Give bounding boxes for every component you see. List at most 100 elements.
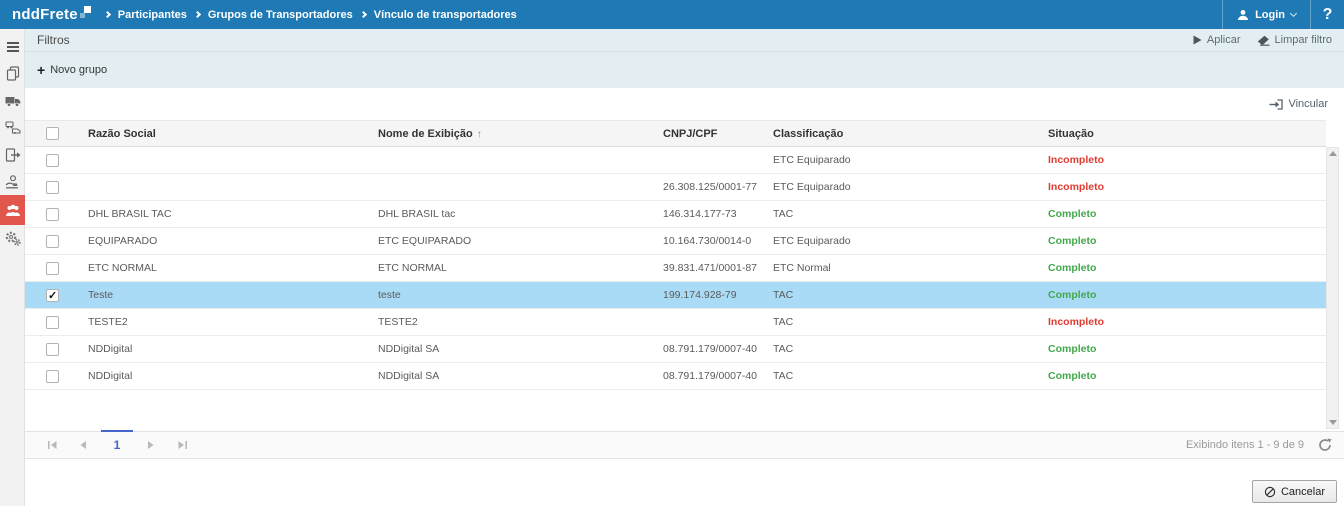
cell-nome-exibicao: TESTE2: [370, 308, 655, 336]
breadcrumb-grupos-transportadores[interactable]: Grupos de Transportadores: [207, 8, 353, 21]
user-icon: [1238, 9, 1249, 20]
cell-cnpj-cpf: 146.314.177-73: [655, 200, 765, 228]
plus-icon: +: [37, 62, 46, 78]
login-menu[interactable]: Login: [1222, 0, 1310, 29]
cell-classificacao: TAC: [765, 362, 1040, 390]
scroll-down-icon[interactable]: [1328, 420, 1337, 425]
table-toolbar: Vincular: [25, 88, 1344, 120]
menu-icon[interactable]: [0, 33, 25, 60]
refresh-icon[interactable]: [1318, 438, 1332, 452]
login-label: Login: [1255, 8, 1285, 21]
column-razao-social[interactable]: Razão Social: [80, 120, 370, 147]
brand-name: nddFrete: [12, 5, 78, 23]
select-all-checkbox[interactable]: [46, 127, 59, 140]
document-export-icon[interactable]: [0, 141, 25, 168]
cell-nome-exibicao: ETC NORMAL: [370, 254, 655, 282]
truck-icon[interactable]: [0, 87, 25, 114]
cell-nome-exibicao: NDDigital SA: [370, 362, 655, 390]
help-label: ?: [1322, 5, 1333, 23]
cell-situacao: Completo: [1040, 227, 1326, 255]
column-classificacao[interactable]: Classificação: [765, 120, 1040, 147]
filters-title: Filtros: [37, 33, 70, 47]
cell-cnpj-cpf: 08.791.179/0007-40: [655, 335, 765, 363]
cell-razao-social: [80, 173, 370, 201]
last-page-button[interactable]: [175, 438, 189, 452]
cell-situacao: Completo: [1040, 335, 1326, 363]
cell-classificacao: TAC: [765, 308, 1040, 336]
cancel-button[interactable]: Cancelar: [1251, 480, 1337, 503]
cell-situacao: Incompleto: [1040, 308, 1326, 336]
settings-gears-icon[interactable]: [0, 225, 25, 252]
column-nome-exibicao[interactable]: Nome de Exibição ↑: [370, 120, 655, 147]
cancel-circle-icon: [1264, 486, 1276, 497]
hand-payment-icon[interactable]: [0, 168, 25, 195]
cell-cnpj-cpf: [655, 308, 765, 336]
breadcrumb-participantes[interactable]: Participantes: [117, 8, 187, 21]
row-checkbox[interactable]: [46, 261, 59, 275]
cell-nome-exibicao: NDDigital SA: [370, 335, 655, 363]
pager-controls: 1: [37, 438, 189, 452]
row-checkbox[interactable]: [46, 234, 59, 248]
cell-razao-social: NDDigital: [80, 335, 370, 363]
filters-body: + Novo grupo: [25, 52, 1344, 88]
eraser-icon: [1257, 35, 1270, 46]
cell-razao-social: EQUIPARADO: [80, 227, 370, 255]
cell-nome-exibicao: [370, 173, 655, 201]
cell-nome-exibicao: teste: [370, 281, 655, 309]
column-cnpj-cpf[interactable]: CNPJ/CPF: [655, 120, 765, 147]
row-checkbox[interactable]: [46, 153, 59, 167]
table-row[interactable]: 26.308.125/0001-77 ETC Equiparado Incomp…: [25, 173, 1326, 201]
cell-situacao: Completo: [1040, 281, 1326, 309]
cell-cnpj-cpf: 10.164.730/0014-0: [655, 227, 765, 255]
cell-situacao: Completo: [1040, 254, 1326, 282]
table-row[interactable]: EQUIPARADO ETC EQUIPARADO 10.164.730/001…: [25, 227, 1326, 255]
chevron-right-icon: [103, 10, 111, 19]
vehicles-icon[interactable]: [0, 114, 25, 141]
cell-cnpj-cpf: [655, 146, 765, 174]
row-checkbox[interactable]: [46, 207, 59, 221]
brand-logo[interactable]: nddFrete: [0, 2, 97, 28]
cell-classificacao: TAC: [765, 281, 1040, 309]
cell-classificacao: ETC Normal: [765, 254, 1040, 282]
vincular-button[interactable]: Vincular: [1269, 98, 1328, 110]
cell-situacao: Completo: [1040, 200, 1326, 228]
cell-nome-exibicao: ETC EQUIPARADO: [370, 227, 655, 255]
clear-filter-button[interactable]: Limpar filtro: [1257, 34, 1332, 46]
cell-razao-social: ETC NORMAL: [80, 254, 370, 282]
table-row[interactable]: DHL BRASIL TAC DHL BRASIL tac 146.314.17…: [25, 200, 1326, 228]
breadcrumb: Participantes Grupos de Transportadores …: [103, 8, 517, 21]
table-row[interactable]: NDDigital NDDigital SA 08.791.179/0007-4…: [25, 362, 1326, 390]
scroll-up-icon[interactable]: [1328, 151, 1337, 156]
table-row[interactable]: TESTE2 TESTE2 TAC Incompleto: [25, 308, 1326, 336]
breadcrumb-vinculo-transportadores[interactable]: Vínculo de transportadores: [373, 8, 517, 21]
current-page[interactable]: 1: [107, 438, 127, 452]
cell-classificacao: ETC Equiparado: [765, 146, 1040, 174]
column-situacao[interactable]: Situação: [1040, 120, 1326, 147]
next-page-button[interactable]: [144, 438, 158, 452]
cell-razao-social: Teste: [80, 281, 370, 309]
help-button[interactable]: ?: [1310, 0, 1344, 29]
copy-documents-icon[interactable]: [0, 60, 25, 87]
link-sign-in-icon: [1269, 98, 1284, 110]
row-checkbox[interactable]: [46, 288, 59, 302]
carrier-groups-icon[interactable]: [0, 195, 25, 225]
table-row[interactable]: Teste teste 199.174.928-79 TAC Completo: [25, 281, 1326, 309]
row-checkbox[interactable]: [46, 180, 59, 194]
cell-situacao: Completo: [1040, 362, 1326, 390]
row-checkbox[interactable]: [46, 369, 59, 383]
row-checkbox[interactable]: [46, 342, 59, 356]
apply-filter-button[interactable]: Aplicar: [1193, 34, 1241, 46]
table-row[interactable]: NDDigital NDDigital SA 08.791.179/0007-4…: [25, 335, 1326, 363]
new-group-button[interactable]: + Novo grupo: [37, 63, 107, 77]
cell-razao-social: NDDigital: [80, 362, 370, 390]
previous-page-button[interactable]: [76, 438, 90, 452]
table-row[interactable]: ETC NORMAL ETC NORMAL 39.831.471/0001-87…: [25, 254, 1326, 282]
pagination-bar: 1 Exibindo itens 1 - 9 de 9: [25, 431, 1344, 459]
vertical-scrollbar[interactable]: [1326, 147, 1339, 429]
row-checkbox[interactable]: [46, 315, 59, 329]
table-row[interactable]: ETC Equiparado Incompleto: [25, 146, 1326, 174]
chevron-right-icon: [359, 10, 367, 19]
first-page-button[interactable]: [45, 438, 59, 452]
play-icon: [1193, 35, 1202, 45]
